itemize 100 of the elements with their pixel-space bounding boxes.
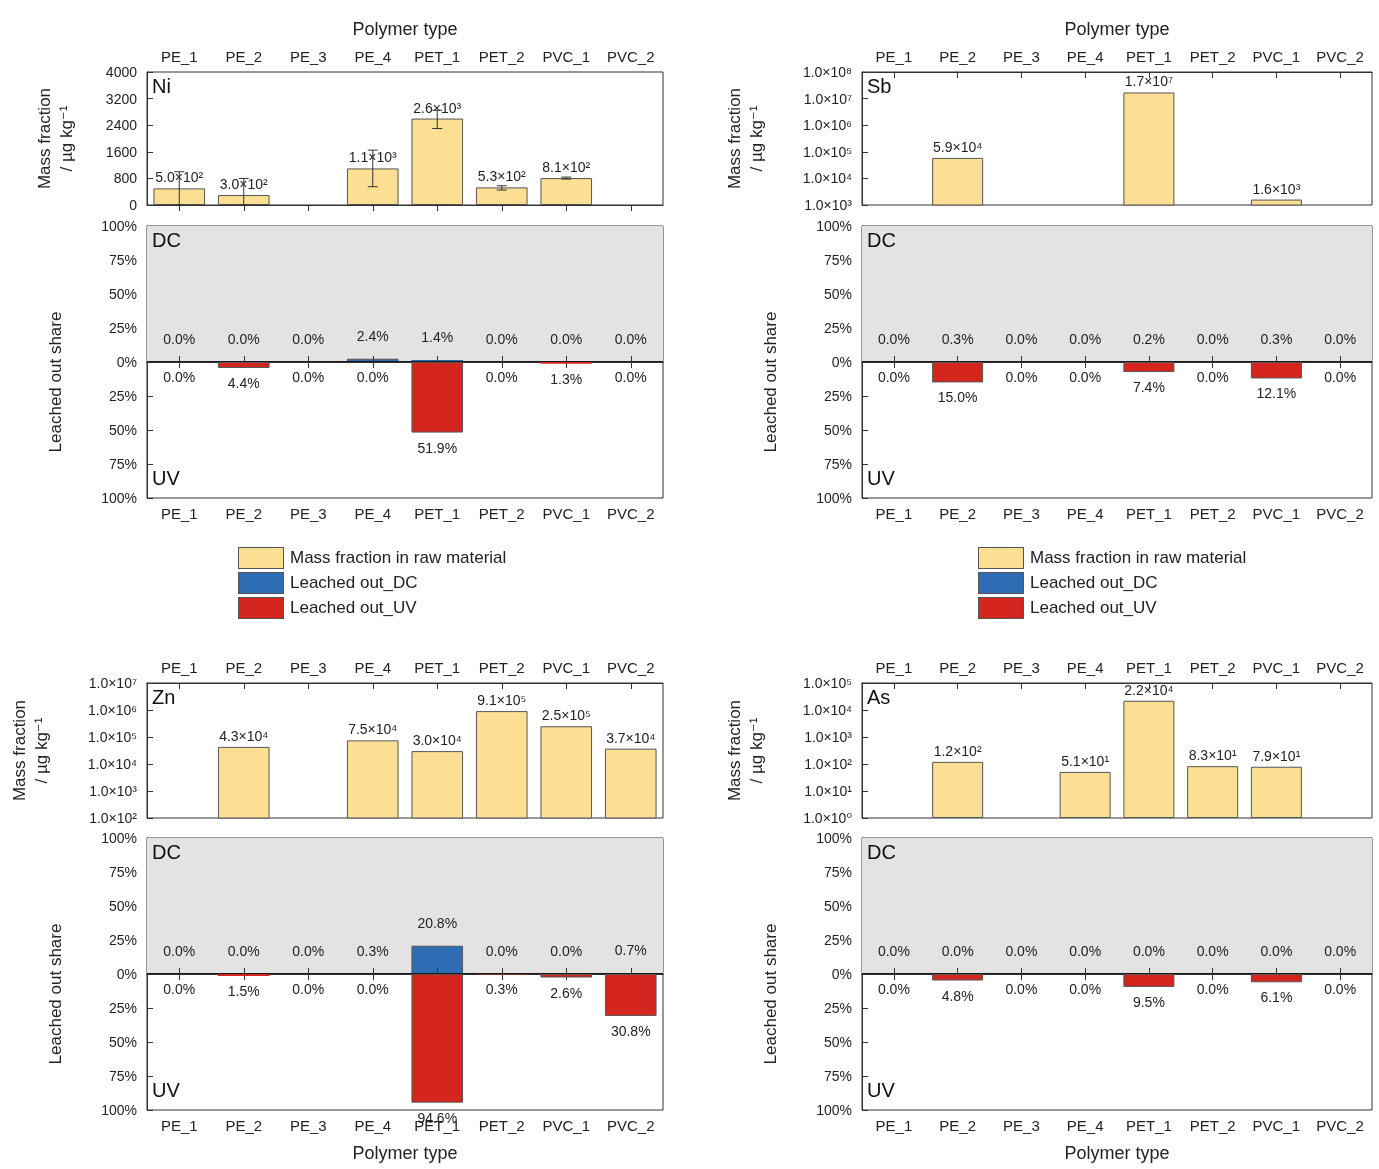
data-label: 1.5% xyxy=(227,983,260,1000)
x-tick-label: PE_4 xyxy=(1066,1117,1104,1134)
y-axis-title: Mass fraction / µg kg⁻¹ xyxy=(724,699,766,802)
y-tick-label: 0 xyxy=(129,197,138,213)
annotation: UV xyxy=(867,1079,896,1101)
x-axis-title: Polymer type xyxy=(1064,19,1170,39)
text: Leached out_DC xyxy=(290,572,418,592)
data-label: 0.0% xyxy=(1069,331,1102,347)
data-label: 0.0% xyxy=(1005,943,1038,959)
y-tick-label: 1.0×10⁰ xyxy=(803,810,853,826)
bar xyxy=(346,168,399,205)
x-tick-label: PET_1 xyxy=(1125,48,1172,65)
x-tick-label: PE_1 xyxy=(875,1117,913,1134)
x-tick-label: PE_3 xyxy=(1003,1117,1040,1134)
x-tick-label: PVC_2 xyxy=(1316,1117,1364,1134)
y-tick-label: 1.0×10² xyxy=(89,810,138,826)
x-tick-label: PVC_2 xyxy=(1316,48,1364,65)
x-tick-label: PE_1 xyxy=(160,659,198,676)
x-tick-label: PVC_1 xyxy=(542,659,591,676)
annotation: DC xyxy=(867,229,896,251)
data-label: 5.3×10² xyxy=(477,168,527,185)
data-label: 0.0% xyxy=(550,331,583,347)
y-tick-label: 50% xyxy=(108,286,137,302)
x-tick-label: PE_1 xyxy=(160,48,198,65)
data-label: 7.5×10⁴ xyxy=(348,721,398,738)
data-label: 1.3% xyxy=(550,370,583,387)
y-tick-label: 1.0×10⁷ xyxy=(88,675,137,691)
y-tick-label: 50% xyxy=(108,898,137,914)
annotation: UV xyxy=(152,467,181,489)
bar xyxy=(217,974,270,977)
data-label: 4.3×10⁴ xyxy=(219,727,269,744)
data-label: 0.0% xyxy=(1196,943,1229,959)
annotation: As xyxy=(867,686,891,708)
data-label: 0.0% xyxy=(485,369,518,385)
x-tick-label: PE_2 xyxy=(939,659,976,676)
data-label: 4.8% xyxy=(941,987,974,1004)
data-label: 2.6% xyxy=(550,984,583,1001)
y-tick-label: 1.0×10⁵ xyxy=(802,143,852,160)
data-label: 1.7×10⁷ xyxy=(1124,73,1174,90)
x-tick-label: PET_1 xyxy=(1125,505,1172,522)
x-tick-label: PET_2 xyxy=(1189,505,1236,522)
data-label: 51.9% xyxy=(417,439,458,456)
y-tick-label: 1.0×10³ xyxy=(804,729,853,745)
data-label: 5.1×10¹ xyxy=(1061,752,1110,769)
data-label: 0.0% xyxy=(1005,369,1038,385)
y-tick-label: 75% xyxy=(823,1068,852,1084)
x-tick-label: PVC_2 xyxy=(606,659,655,676)
data-label: 0.0% xyxy=(1196,331,1229,347)
y-tick-label: 1600 xyxy=(105,143,138,160)
y-tick-label: 0% xyxy=(831,966,852,982)
x-tick-label: PET_2 xyxy=(1189,48,1236,65)
data-label: 0.0% xyxy=(1260,943,1293,959)
x-tick-label: PVC_2 xyxy=(606,48,655,65)
data-label: 7.4% xyxy=(1132,379,1165,396)
data-label: 15.0% xyxy=(937,389,978,406)
y-tick-label: 25% xyxy=(108,388,137,404)
x-tick-label: PE_3 xyxy=(1003,48,1040,65)
x-tick-label: PE_4 xyxy=(1066,505,1104,522)
y-axis-title: Mass fraction / µg kg⁻¹ xyxy=(34,87,76,190)
x-tick-label: PVC_2 xyxy=(1316,659,1364,676)
text: Mass fraction in raw material xyxy=(290,547,507,567)
data-label: 0.0% xyxy=(485,943,518,959)
y-tick-label: 75% xyxy=(108,864,137,880)
y-tick-label: 0% xyxy=(831,354,852,370)
x-axis-title: Polymer type xyxy=(352,1143,458,1163)
x-tick-label: PET_1 xyxy=(414,659,461,676)
x-tick-label: PE_3 xyxy=(289,1117,327,1134)
data-label: 0.0% xyxy=(1324,943,1357,959)
y-tick-label: 25% xyxy=(823,1000,852,1016)
x-tick-label: PE_2 xyxy=(225,505,263,522)
data-label: 2.6×10³ xyxy=(413,99,462,116)
data-label: 0.0% xyxy=(1324,369,1357,385)
x-tick-label: PET_2 xyxy=(478,505,525,522)
y-tick-label: 1.0×10⁴ xyxy=(802,170,852,187)
annotation: DC xyxy=(867,841,896,863)
data-label: 0.0% xyxy=(292,369,325,385)
x-tick-label: PVC_1 xyxy=(1252,1117,1301,1134)
data-label: 0.0% xyxy=(614,331,647,347)
y-axis-title: Leached out share xyxy=(45,311,65,453)
x-tick-label: PVC_1 xyxy=(542,505,591,522)
x-tick-label: PET_2 xyxy=(478,1117,525,1134)
x-tick-label: PE_4 xyxy=(354,48,392,65)
y-tick-label: 25% xyxy=(108,1000,137,1016)
bar xyxy=(540,974,593,978)
y-tick-label: 75% xyxy=(108,252,137,268)
y-tick-label: 50% xyxy=(823,286,852,302)
x-tick-label: PE_3 xyxy=(1003,505,1040,522)
y-tick-label: 1.0×10⁴ xyxy=(802,702,852,718)
data-label: 0.0% xyxy=(163,981,196,997)
y-tick-label: 1.0×10⁶ xyxy=(88,702,137,718)
data-label: 0.0% xyxy=(614,369,647,385)
y-tick-label: 75% xyxy=(823,864,852,880)
annotation: Ni xyxy=(152,75,171,97)
y-tick-label: 1.0×10⁶ xyxy=(803,117,852,134)
y-tick-label: 100% xyxy=(101,218,137,234)
x-tick-label: PET_1 xyxy=(1125,1117,1172,1134)
data-label: 2.5×10⁵ xyxy=(541,707,591,724)
data-label: 0.0% xyxy=(1005,981,1038,997)
annotation: Zn xyxy=(152,686,176,708)
x-tick-label: PET_1 xyxy=(414,505,461,522)
